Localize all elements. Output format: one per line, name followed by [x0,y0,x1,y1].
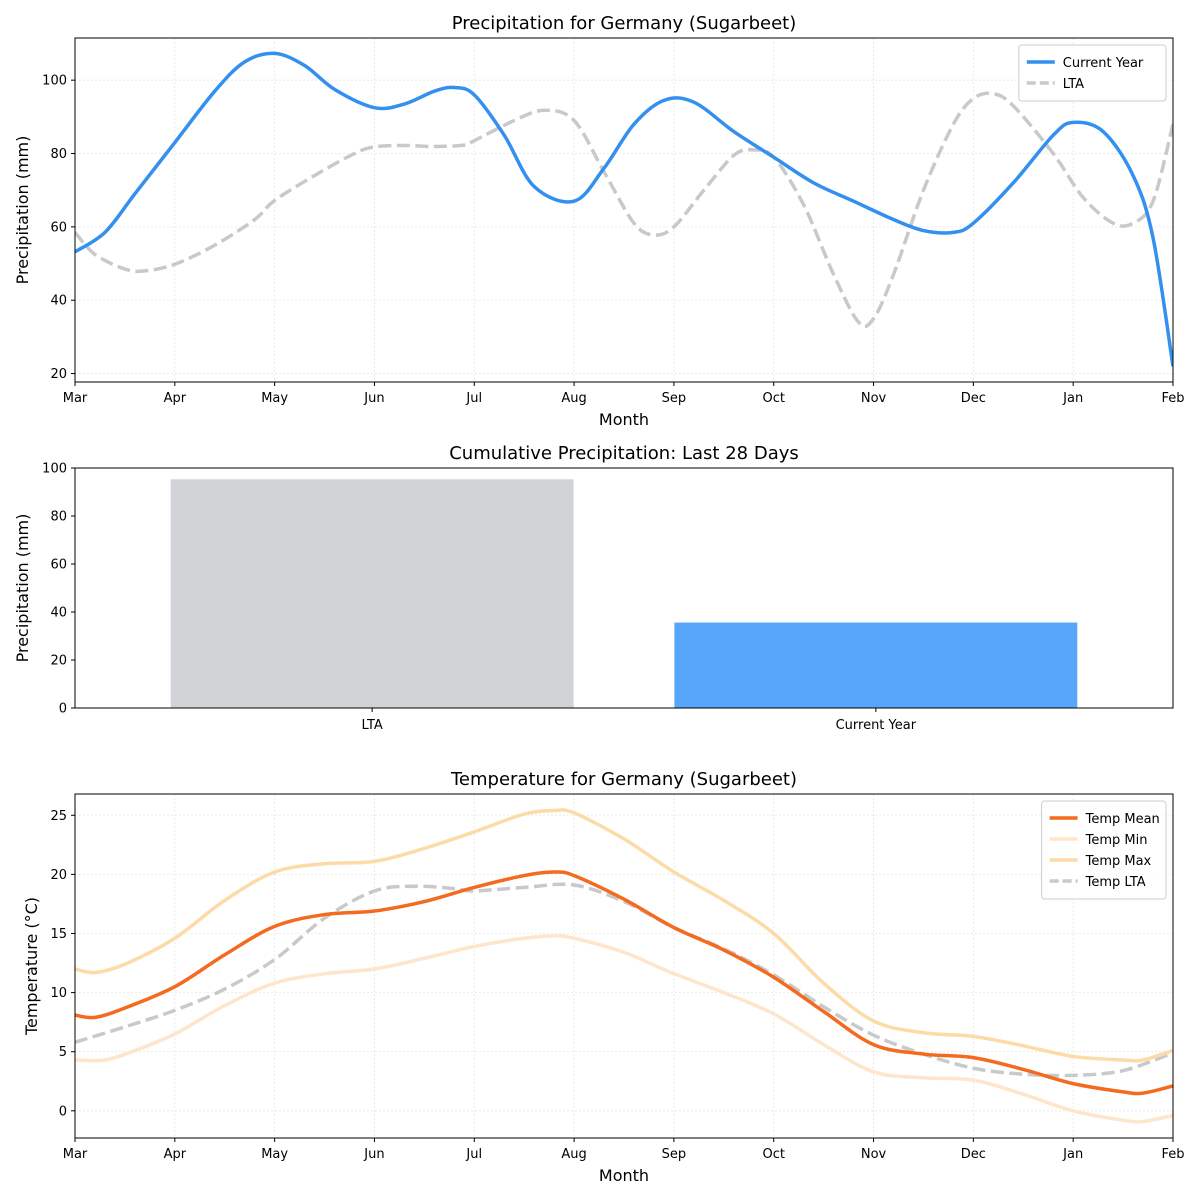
temp-chart-xtick-label: Jun [363,1147,384,1162]
cumulative-chart-ytick-label: 80 [50,510,67,525]
precip-chart-series-current-year [75,51,1173,367]
precip-chart-gridlines [74,38,1174,382]
precip-chart-ytick-label: 100 [42,74,67,89]
temp-chart-ytick-label: 20 [50,868,67,883]
precip-chart-series-group [75,51,1173,367]
temp-chart-series-temp-max [75,808,1173,1063]
precip-chart-xtick-label: Dec [961,391,986,406]
temp-chart-legend: Temp Mean Temp Min Temp Max Temp LTA [1041,800,1167,900]
precip-chart-xtick-label: Aug [561,391,586,406]
precip-chart-title: Precipitation for Germany (Sugarbeet) [452,13,797,34]
cumulative-chart-ytick-label: 60 [50,558,67,573]
cumulative-chart-xtick-label: Current Year [836,718,917,733]
precip-chart-xtick-label: Apr [164,391,187,406]
temp-chart-series-temp-min [75,934,1173,1124]
precip-chart-xtick-label: Jun [363,391,384,406]
precip-chart-xtick-label: Feb [1161,391,1184,406]
temp-chart-xtick-label: Aug [561,1147,586,1162]
cumulative-chart-xtick-label: LTA [362,718,383,733]
cumulative-chart-ytick-label: 40 [50,606,67,621]
cumulative-chart-ytick-label: 100 [42,462,67,477]
temp-chart-title: Temperature for Germany (Sugarbeet) [450,769,797,790]
temp-chart-xtick-label: Dec [961,1147,986,1162]
temp-chart-ytick-label: 10 [50,986,67,1001]
precip-chart-series-lta [75,91,1173,329]
temp-chart-legend-label: Temp Min [1085,833,1148,848]
temp-chart-xtick-label: Jan [1062,1147,1083,1162]
temp-chart-legend-label: Temp Mean [1085,812,1160,827]
precip-chart-xlabel: Month [599,410,649,429]
cumulative-chart-ylabel: Precipitation (mm) [13,514,32,663]
temp-chart-axes-frame [74,793,1174,1139]
cumulative-chart-ytick-label: 20 [50,654,67,669]
precip-chart-xtick-label: Mar [63,391,88,406]
temp-chart-xtick-label: Nov [861,1147,887,1162]
cumulative-chart-title: Cumulative Precipitation: Last 28 Days [449,443,799,464]
temp-chart-xlabel: Month [599,1166,649,1185]
temp-chart-legend-label: Temp LTA [1085,875,1146,890]
cumulative-chart-bar-lta [170,479,574,708]
cumulative-chart-bar-current-year [674,622,1078,708]
temp-chart-series-group [75,808,1173,1124]
temp-chart-ytick-label: 25 [50,809,67,824]
precip-chart-xtick-label: Sep [662,391,687,406]
cumulative-chart-axes-frame [74,467,1174,709]
precip-chart-legend-box [1018,44,1167,102]
temp-chart-xtick-label: Oct [762,1147,784,1162]
precip-chart-legend: Current Year LTA [1018,44,1167,102]
temp-chart-xtick-label: Jul [465,1147,482,1162]
temp-chart-xtick-label: Mar [63,1147,88,1162]
temp-chart-ylabel: Temperature (°C) [22,897,41,1036]
precip-chart-ylabel: Precipitation (mm) [13,136,32,285]
precip-chart-xtick-label: Oct [762,391,784,406]
precip-chart-ytick-label: 60 [50,220,67,235]
temp-chart-legend-box [1041,800,1167,900]
precip-chart-legend-label: Current Year [1063,56,1144,71]
cumulative-chart-ytick-label: 0 [59,702,67,717]
temp-chart-legend-label: Temp Max [1085,854,1152,869]
temp-chart-series-temp-mean [75,870,1173,1096]
precip-chart-axes-frame [74,37,1174,383]
temp-chart-xtick-label: Sep [662,1147,687,1162]
precip-chart-ytick-label: 20 [50,367,67,382]
precip-chart-ytick-label: 40 [50,294,67,309]
temp-chart-ytick-label: 15 [50,927,67,942]
temp-chart-ytick-label: 0 [59,1104,67,1119]
temp-chart-xtick-label: Feb [1161,1147,1184,1162]
temp-chart-ytick-label: 5 [59,1045,67,1060]
temp-chart-xtick-label: Apr [164,1147,187,1162]
temp-chart-series-temp-lta [75,882,1173,1078]
temp-chart-xtick-label: May [261,1147,288,1162]
precip-chart-legend-label: LTA [1063,77,1084,92]
precip-chart-xtick-label: Nov [861,391,887,406]
precip-chart-xtick-label: May [261,391,288,406]
temp-chart-gridlines [74,794,1174,1138]
precip-chart-xtick-label: Jul [465,391,482,406]
precip-chart-ytick-label: 80 [50,147,67,162]
precip-chart-xtick-label: Jan [1062,391,1083,406]
